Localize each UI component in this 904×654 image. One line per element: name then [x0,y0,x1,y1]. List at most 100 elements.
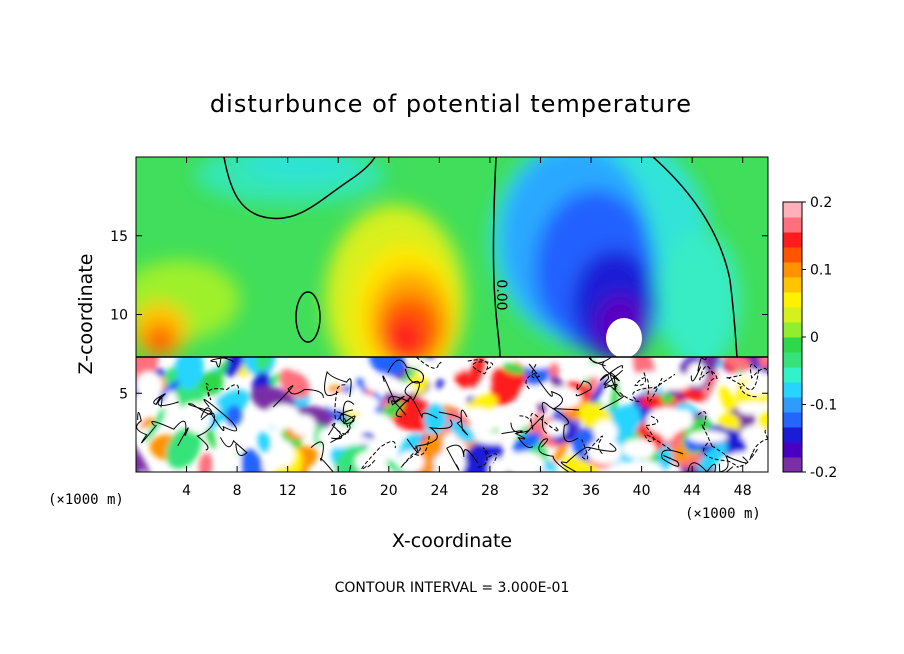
contour-line [634,372,663,403]
contour-line [310,441,352,472]
turbulence-gap [474,432,513,445]
contour-line [575,380,592,397]
contour-line [690,357,707,382]
colorbar-swatch [783,382,802,398]
colorbar-swatch [783,352,802,368]
x-tick-label: 16 [329,483,347,499]
contour-line [501,430,534,449]
y-unit-label: (×1000 m) [48,492,124,508]
contour-line [560,442,617,472]
colorbar-swatch [783,427,802,443]
turbulence-gap [318,425,361,448]
turbulence-gap [629,371,671,389]
colorbar-swatch [783,322,802,338]
turbulence-cell [175,357,204,384]
turbulence-gap [621,438,656,459]
contour-line [219,437,248,456]
turbulence-cell [225,405,243,427]
turbulence-cell [552,441,569,464]
turbulence-gap [687,430,728,444]
turbulence-cell [136,436,150,472]
contour-line [361,440,396,470]
colorbar-swatch [783,247,802,263]
contour-line [400,435,430,468]
turbulence-gap [676,409,694,430]
contour-line [409,357,442,369]
turbulence-cell [527,411,542,437]
turbulence-gap [136,371,163,400]
turbulence-cell [468,357,485,388]
turbulence-gap [660,429,674,441]
colorbar-tick-label: 0 [810,330,819,346]
contour-line [581,435,603,461]
turbulence-cell [158,379,180,403]
turbulence-cell [214,359,229,383]
turbulence-cell [165,427,202,469]
chart-title: disturbunce of potential temperature [210,90,692,118]
colorbar-swatch [783,412,802,428]
turbulence-cell [703,369,718,402]
turbulence-cell [512,432,541,453]
contour-line [741,363,768,391]
turbulence-gap [364,373,395,393]
contour-line [538,438,570,472]
contour-line [699,365,718,391]
turbulence-gap [438,357,465,374]
x-tick-label: 12 [279,483,297,499]
turbulence-gap [737,402,762,415]
y-axis-label: Z-coordinate [75,254,97,375]
colorbar-swatch [783,367,802,383]
contour-line [327,422,343,440]
contour-line [334,384,349,435]
contour-line [188,403,213,418]
contour-label: 0.00 [493,279,509,310]
turbulence-gap [482,421,495,432]
contour-line [136,411,157,444]
contour-line [599,365,624,386]
turbulence-gap [287,357,326,373]
turbulence-gap [397,450,425,472]
contour-line [697,411,732,460]
contour-line [330,400,356,444]
turbulence-cell [563,455,602,472]
contour-line [438,409,469,436]
contour-line [644,415,672,451]
colorbar-swatch [783,457,802,473]
turbulence-gap [353,412,392,431]
x-tick-label: 36 [582,483,600,499]
turbulence-cell [255,357,272,371]
contour-line [601,361,620,390]
turbulence-gap [561,362,603,379]
turbulence-gap [540,386,582,410]
turbulence-cell [491,367,503,385]
contour-line [388,396,438,419]
turbulence-gap [269,439,295,468]
contour-line [718,455,748,472]
upper-field: 0.00 [136,157,768,357]
turbulence-gap [630,460,663,472]
turbulence-gap [290,414,317,436]
x-tick-label: 4 [182,483,191,499]
turbulence-gap [459,407,490,417]
contour-line [382,375,407,416]
turbulence-gap [219,455,235,472]
turbulence-gap [505,451,545,472]
contour-line [533,372,580,411]
turbulence-cell [567,380,591,401]
contour-line [517,413,559,432]
colorbar-swatch [783,202,802,218]
colorbar-tick-label: -0.1 [810,398,837,414]
contour-line [466,359,494,375]
contour-line [619,373,676,402]
y-tick-label: 15 [110,229,128,245]
contour-line [541,402,579,443]
turbulence-gap [544,420,567,437]
x-unit-label: (×1000 m) [685,506,761,522]
contour-line [324,370,352,398]
contour-line [525,363,541,390]
x-axis-label: X-coordinate [392,530,512,552]
contour-line [205,382,240,401]
contour-line [510,413,548,435]
lower-field [136,357,768,472]
